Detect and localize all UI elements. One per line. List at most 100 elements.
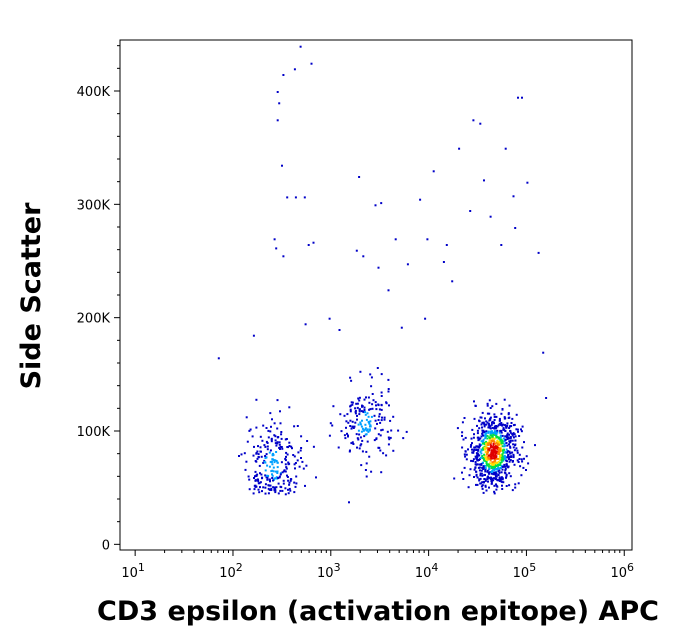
event-point [504,451,507,454]
event-point [511,439,514,442]
event-point [494,450,497,453]
event-point [248,478,251,481]
event-point [476,456,479,459]
y-tick-label: 400K [77,85,111,100]
event-point [493,450,496,453]
event-point [355,249,358,252]
event-point [379,434,382,437]
event-point [508,460,511,463]
event-point [489,430,492,433]
event-point [488,476,490,479]
event-point [354,421,357,424]
event-point [503,463,506,466]
event-point [293,68,296,71]
event-point [506,432,509,435]
x-tick-label: 102 [219,561,243,581]
event-point [489,418,492,421]
event-point [494,442,497,445]
event-point [494,456,497,459]
event-point [484,466,487,469]
event-point [368,408,371,411]
event-point [360,425,363,428]
event-point [481,481,484,484]
event-point [487,480,489,483]
event-point [500,459,503,461]
event-point [280,431,283,433]
event-point [264,455,267,457]
event-point [487,430,490,433]
plot-frame [119,39,633,551]
event-point [351,403,354,406]
event-point [500,464,503,467]
event-point [498,436,500,439]
event-point [359,436,362,439]
event-point [514,439,517,442]
event-point [261,490,263,493]
event-point [504,465,507,468]
event-point [498,441,501,444]
event-point [470,444,473,446]
event-point [479,472,482,475]
event-point [501,484,503,487]
event-point [359,370,362,373]
event-point [514,227,517,229]
event-point [476,452,479,455]
event-point [505,448,508,451]
event-point [366,412,369,415]
event-point [294,462,297,464]
event-point [264,445,267,448]
event-point [374,401,377,404]
event-point [510,455,513,458]
event-point [253,488,256,491]
event-point [478,445,481,447]
event-point [491,440,494,442]
event-point [365,450,368,453]
event-point [271,418,273,421]
event-point [355,402,358,405]
event-point [484,478,487,481]
event-point [274,470,277,473]
event-point [380,408,383,411]
event-point [461,446,464,449]
event-point [288,445,291,447]
event-point [508,443,510,446]
event-point [364,411,367,414]
event-point [378,415,381,418]
event-point [517,430,519,433]
event-point [498,469,501,472]
event-point [266,478,269,481]
event-point [498,451,501,454]
event-point [258,482,261,485]
event-point [502,465,505,468]
event-point [512,456,515,459]
event-point [463,453,466,456]
event-point [387,289,390,292]
event-point [363,408,366,411]
event-point [509,446,512,449]
event-point [473,433,475,436]
event-point [445,244,448,246]
event-point [361,427,364,430]
event-point [280,433,283,436]
event-point [495,430,497,433]
event-point [488,472,490,475]
event-point [486,456,489,459]
event-point [492,439,495,442]
event-point [514,444,516,447]
event-point [486,450,489,453]
event-point [517,96,519,99]
event-point [522,466,525,469]
event-point [350,427,353,430]
event-point [518,453,521,456]
event-point [495,475,498,478]
event-point [491,431,494,434]
event-point [358,176,361,178]
event-point [474,455,477,458]
event-point [278,475,281,478]
event-point [493,492,496,495]
event-point [505,442,508,444]
event-point [521,460,524,463]
event-point [508,404,511,407]
event-point [261,439,264,442]
event-point [506,434,509,437]
